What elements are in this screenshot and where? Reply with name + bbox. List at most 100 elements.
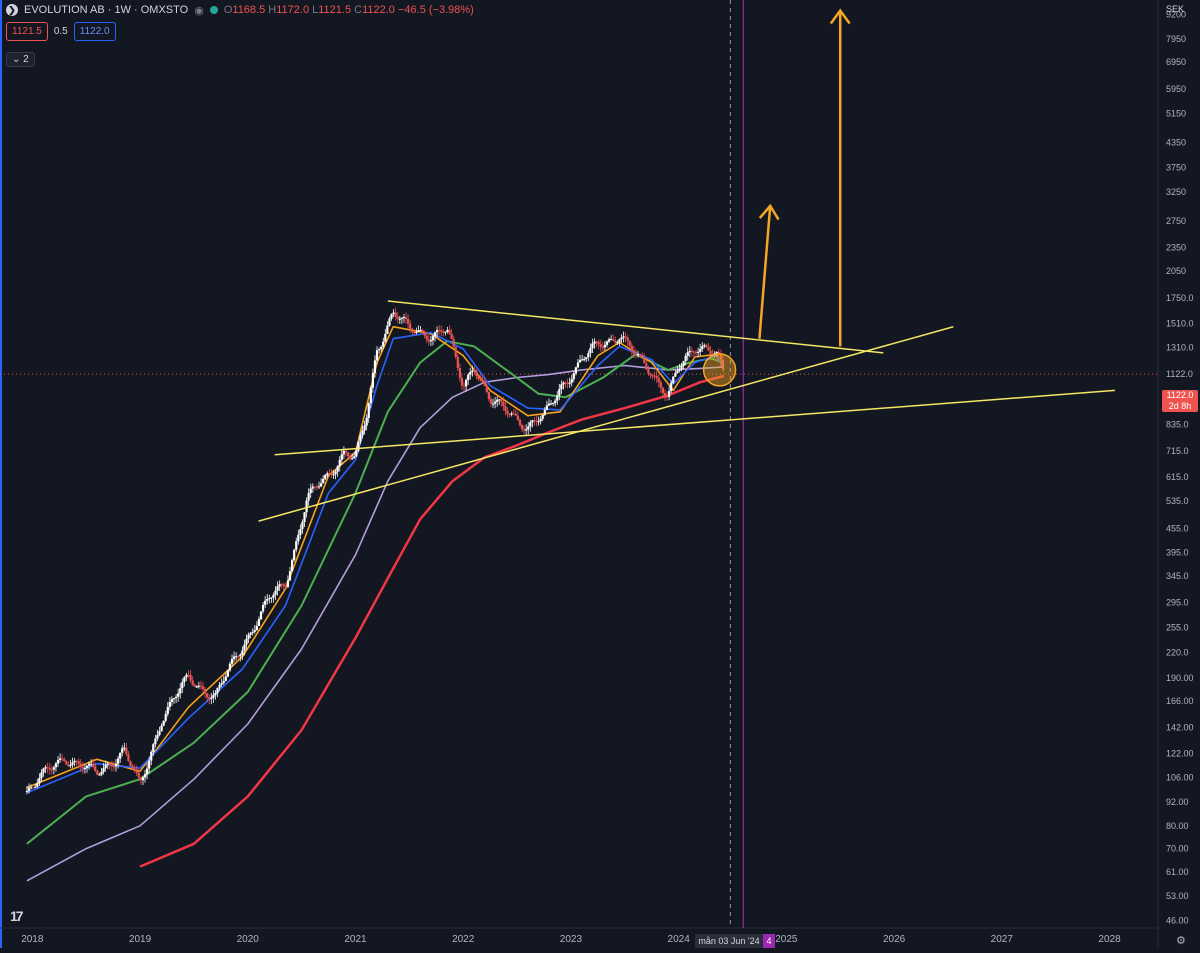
symbol-icon[interactable]: ❯: [6, 4, 18, 16]
x-tick-label: 2023: [560, 934, 583, 945]
candle-body: [319, 483, 323, 487]
y-tick-label: 80.00: [1166, 821, 1189, 831]
candle-body: [214, 693, 217, 696]
candle-body: [141, 777, 145, 781]
y-tick-label: 61.00: [1166, 867, 1189, 877]
y-tick-label: 835.0: [1166, 420, 1189, 430]
candle-body: [348, 456, 352, 459]
y-tick-label: 5950: [1166, 84, 1186, 94]
candle-body: [369, 387, 372, 404]
candle-body: [684, 355, 687, 362]
candle-body: [539, 418, 542, 422]
candle-body: [77, 761, 80, 764]
y-tick-label: 5150: [1166, 108, 1186, 118]
candle-body: [452, 338, 455, 347]
candle-body: [427, 339, 430, 342]
candle-body: [328, 473, 331, 475]
candle-body: [336, 466, 339, 472]
candle-body: [311, 486, 314, 489]
x-tick-label: 2026: [883, 934, 906, 945]
candle-body: [54, 763, 58, 768]
candle-body: [498, 399, 501, 401]
y-tick-label: 122.00: [1166, 749, 1194, 759]
close-label: C: [354, 4, 363, 16]
y-tick-label: 615.0: [1166, 472, 1189, 482]
candle-body: [535, 420, 538, 422]
candle-body: [61, 758, 64, 760]
candle-body: [282, 584, 285, 587]
y-tick-label: 220.0: [1166, 648, 1189, 658]
y-tick-label: 7950: [1166, 34, 1186, 44]
candle-body: [239, 654, 242, 657]
price-axis-bg: [1158, 0, 1200, 948]
candle-body: [523, 429, 526, 431]
symbol-title[interactable]: EVOLUTION AB · 1W · OMXSTO: [24, 4, 189, 16]
candle-body: [317, 486, 321, 488]
open-value: 1168.5: [232, 4, 266, 16]
candle-body: [442, 331, 445, 333]
candle-body: [255, 625, 258, 631]
collapse-indicators-button[interactable]: ⌄ 2: [6, 52, 35, 67]
tradingview-logo[interactable]: 17: [10, 908, 24, 924]
candle-body: [518, 419, 522, 425]
candle-body: [377, 349, 381, 351]
candle-body: [36, 783, 39, 787]
y-tick-label: 3750: [1166, 163, 1186, 173]
candle-body: [148, 760, 151, 769]
indicator-value-1[interactable]: 1121.5: [6, 22, 48, 41]
candle-body: [423, 331, 426, 336]
candle-body: [307, 493, 310, 501]
candle-body: [164, 713, 167, 721]
candle-body: [340, 454, 343, 460]
candle-body: [409, 323, 412, 329]
gear-icon[interactable]: ⚙: [1176, 935, 1186, 947]
candle-body: [32, 787, 35, 789]
candle-body: [87, 763, 91, 766]
candle-body: [154, 738, 157, 745]
candle-body: [185, 674, 188, 678]
candle-body: [353, 456, 356, 459]
y-tick-label: 295.0: [1166, 598, 1189, 608]
candle-body: [406, 318, 410, 324]
candle-body: [504, 406, 507, 411]
candle-body: [373, 360, 377, 373]
candle-body: [324, 475, 327, 479]
currency-label[interactable]: SEK: [1166, 4, 1185, 14]
candle-body: [210, 697, 213, 700]
y-tick-label: 1510.0: [1166, 318, 1194, 328]
y-tick-label: 455.0: [1166, 523, 1189, 533]
candle-body: [620, 337, 623, 340]
candle-body: [268, 598, 271, 600]
candle-body: [208, 697, 211, 700]
candle-body: [415, 331, 418, 333]
indicator-value-3[interactable]: 1122.0: [73, 22, 116, 41]
candle-body: [711, 353, 714, 355]
candle-body: [616, 342, 619, 344]
eye-icon[interactable]: ◉: [194, 4, 204, 17]
candle-body: [58, 758, 62, 761]
candle-body: [342, 450, 345, 455]
candle-body: [110, 764, 113, 767]
candle-body: [636, 354, 640, 356]
high-value: 1172.0: [276, 4, 310, 16]
candle-body: [400, 317, 403, 319]
candle-body: [156, 734, 159, 739]
candle-body: [305, 500, 308, 513]
candle-body: [454, 346, 457, 357]
candle-body: [152, 744, 155, 752]
y-tick-label: 70.00: [1166, 844, 1189, 854]
candle-body: [396, 316, 399, 319]
candle-body: [40, 772, 43, 779]
candle-body: [471, 370, 474, 372]
candle-body: [228, 663, 232, 671]
candle-body: [489, 399, 493, 404]
candle-body: [581, 359, 584, 361]
candle-body: [491, 403, 495, 405]
y-tick-label: 53.00: [1166, 891, 1189, 901]
candle-body: [212, 695, 215, 698]
candle-body: [465, 379, 468, 387]
bar-countdown: 2d 8h: [1168, 401, 1192, 411]
candle-body: [651, 375, 654, 377]
